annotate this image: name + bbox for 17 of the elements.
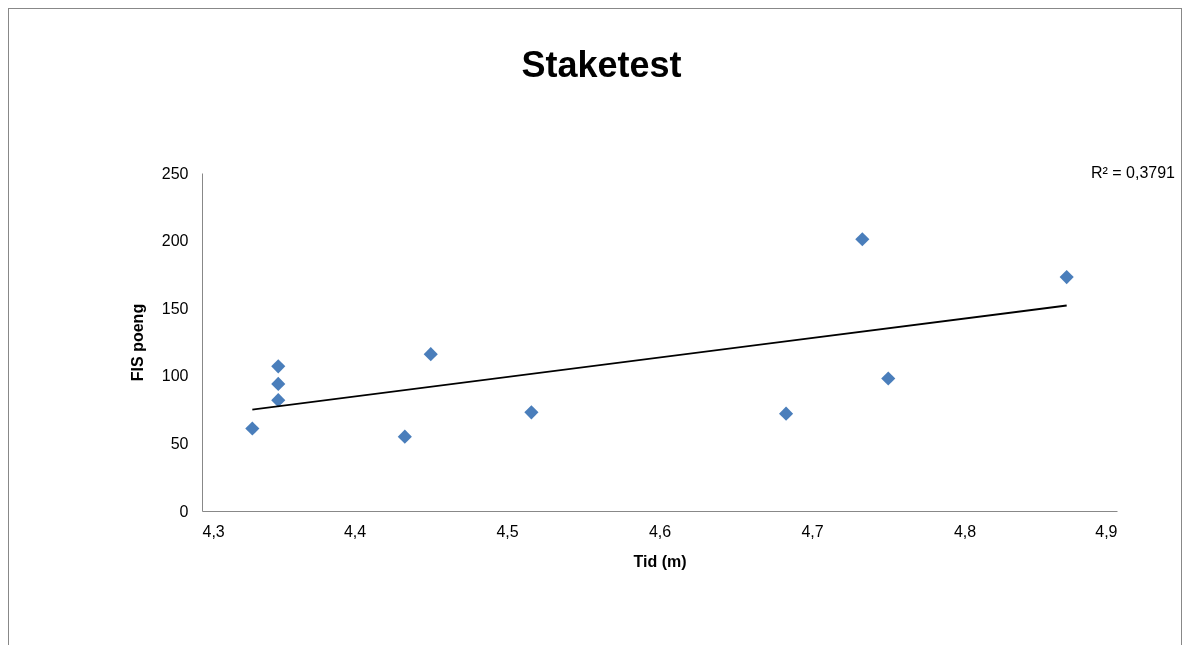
x-tick-label: 4,7 [801, 522, 824, 540]
x-tick-label: 4,4 [343, 522, 367, 540]
y-tick-label: 50 [170, 434, 189, 452]
x-tick-label: 4,5 [496, 522, 519, 540]
y-tick-label: 0 [179, 502, 189, 520]
chart-title: Staketest [521, 44, 682, 85]
x-tick-label: 4,3 [202, 522, 225, 540]
x-tick-label: 4,9 [1095, 522, 1118, 540]
y-tick-label: 250 [161, 164, 189, 182]
x-tick-label: 4,6 [648, 522, 672, 540]
x-tick-label: 4,8 [953, 522, 977, 540]
y-axis-title: FIS poeng [128, 303, 146, 382]
y-tick-label: 150 [161, 299, 189, 317]
y-tick-label: 200 [161, 232, 189, 250]
annotation: R² = 0,3791 [1090, 164, 1176, 181]
y-tick-label: 100 [161, 367, 189, 385]
x-axis-title: Tid (m) [633, 552, 687, 570]
